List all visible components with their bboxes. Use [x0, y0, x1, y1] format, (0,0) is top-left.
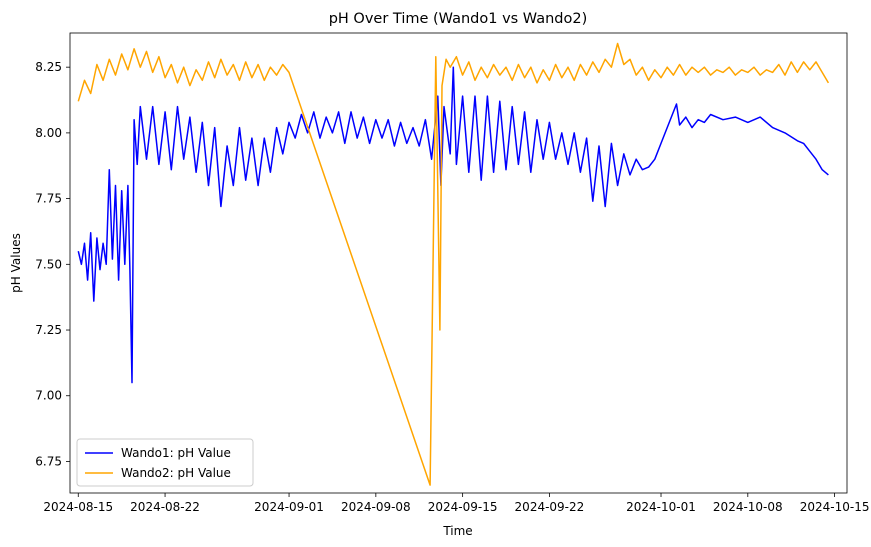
series-line-2 [77, 42, 830, 486]
legend-label-wando1: Wando1: pH Value [121, 446, 231, 460]
x-tick-label: 2024-10-01 [626, 500, 696, 514]
y-tick-label: 6.75 [35, 454, 62, 468]
y-axis-title: pH Values [9, 233, 23, 293]
x-tick-label: 2024-09-15 [428, 500, 498, 514]
legend-box [76, 438, 254, 487]
x-tick-label: 2024-09-22 [515, 500, 585, 514]
y-tick-label: 7.50 [35, 257, 62, 271]
legend: Wando1: pH Value Wando2: pH Value [76, 438, 254, 487]
y-tick-label: 7.00 [35, 389, 62, 403]
x-axis: 2024-08-15 2024-08-22 2024-09-01 2024-09-08… [43, 493, 869, 514]
y-tick-label: 8.25 [35, 60, 62, 74]
plot-lines [77, 42, 830, 486]
chart-title: pH Over Time (Wando1 vs Wando2) [329, 11, 588, 27]
x-tick-label: 2024-10-08 [713, 500, 783, 514]
y-tick-label: 7.25 [35, 323, 62, 337]
plot-area-frame [69, 32, 848, 494]
y-tick-label: 8.00 [35, 126, 62, 140]
y-tick-label: 7.75 [35, 192, 62, 206]
series-line-1 [77, 66, 829, 384]
legend-label-wando2: Wando2: pH Value [121, 466, 231, 480]
x-tick-label: 2024-08-22 [130, 500, 200, 514]
x-tick-label: 2024-09-08 [341, 500, 411, 514]
y-axis: 6.75 7.00 7.25 7.50 7.75 8.00 8.25 [35, 60, 70, 468]
x-axis-title: Time [442, 524, 472, 538]
x-tick-label: 2024-08-15 [43, 500, 113, 514]
x-tick-label: 2024-09-01 [254, 500, 324, 514]
x-tick-label: 2024-10-15 [800, 500, 870, 514]
